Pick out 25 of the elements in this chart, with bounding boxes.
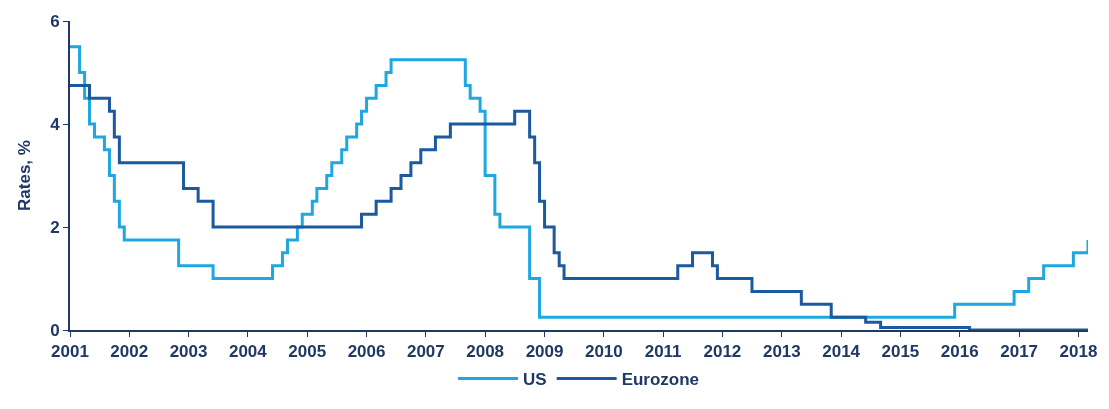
y-tick-label: 6 bbox=[50, 11, 60, 31]
x-tick-label: 2007 bbox=[406, 342, 445, 362]
x-tick-label: 2001 bbox=[51, 342, 89, 362]
x-tick-label: 2009 bbox=[525, 342, 564, 362]
legend-label: Eurozone bbox=[621, 370, 700, 390]
x-tick-label: 2017 bbox=[1000, 342, 1039, 362]
y-tick-label: 0 bbox=[50, 320, 60, 340]
x-tick-label: 2015 bbox=[881, 342, 920, 362]
x-tick-label: 2004 bbox=[228, 342, 268, 362]
x-tick-label: 2003 bbox=[169, 342, 208, 362]
x-tick-label: 2012 bbox=[703, 342, 742, 362]
x-tick-label: 2016 bbox=[940, 342, 979, 362]
y-tick-label: 2 bbox=[50, 217, 60, 237]
x-tick-label: 2006 bbox=[347, 342, 386, 362]
y-axis-title: Rates, % bbox=[15, 140, 35, 211]
x-tick-label: 2011 bbox=[644, 342, 682, 362]
x-tick-label: 2013 bbox=[762, 342, 801, 362]
x-tick-label: 2002 bbox=[110, 342, 149, 362]
x-tick-label: 2014 bbox=[822, 342, 861, 362]
x-tick-label: 2008 bbox=[466, 342, 505, 362]
x-tick-label: 2005 bbox=[288, 342, 327, 362]
legend-label: US bbox=[523, 370, 547, 390]
x-tick-label: 2010 bbox=[584, 342, 623, 362]
x-tick-label: 2018 bbox=[1059, 342, 1098, 362]
y-tick-label: 4 bbox=[50, 114, 61, 134]
